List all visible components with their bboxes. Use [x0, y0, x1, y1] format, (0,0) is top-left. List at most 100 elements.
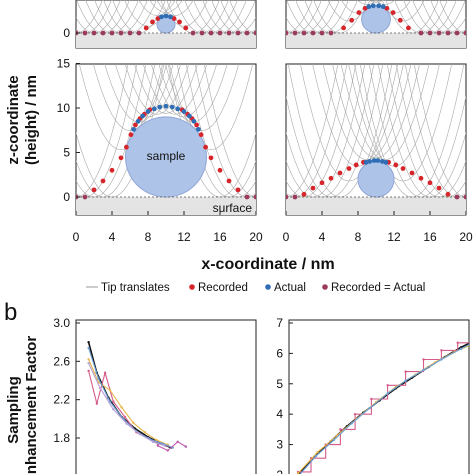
series-point [422, 368, 425, 372]
legend-actual-label: Actual [274, 282, 306, 294]
x-tick-label: 16 [423, 230, 437, 244]
recorded-point [418, 175, 424, 181]
y-tick-label: 2.6 [53, 354, 70, 368]
panel-top-left-main-plot [76, 64, 256, 215]
tip-translate-curve [165, 64, 240, 131]
actual-point [151, 106, 157, 112]
series-point [332, 438, 336, 442]
recorded-point [177, 19, 182, 25]
recorded-equals-actual-point [244, 30, 250, 36]
panel-top-right-upper-plot [286, 0, 466, 48]
actual-point [163, 103, 169, 109]
actual-point [366, 4, 372, 10]
actual-point [159, 14, 164, 20]
panel-bottom-left-plot [87, 340, 188, 452]
tip-translate-curve [79, 64, 163, 151]
recorded-point [445, 191, 451, 197]
tip-translate-curve [368, 64, 466, 198]
x-tick-label: 16 [213, 230, 227, 244]
recorded-equals-actual-point [418, 30, 424, 36]
recorded-point [217, 167, 223, 173]
recorded-equals-actual-point [319, 30, 325, 36]
series-line [298, 342, 469, 473]
recorded-equals-actual-point [292, 30, 298, 36]
legend-equal-swatch [322, 284, 328, 290]
x-tick-label: 12 [177, 230, 191, 244]
recorded-point [91, 187, 97, 193]
actual-point [371, 158, 377, 163]
series-line [88, 359, 169, 446]
series-point [151, 440, 155, 444]
recorded-equals-actual-point [301, 30, 307, 36]
series-point [138, 432, 141, 436]
recorded-point [150, 19, 155, 25]
series-point [422, 358, 425, 361]
x-tick-label: 0 [73, 230, 80, 244]
sample-circle [357, 160, 395, 198]
surface-band [76, 197, 256, 215]
actual-point [145, 109, 151, 114]
y-tick-label: 2 [276, 468, 283, 474]
recorded-point [400, 166, 406, 171]
recorded-equals-actual-point [235, 30, 241, 36]
series-point [95, 402, 99, 405]
y-tick-label: 10 [57, 101, 71, 115]
tip-translate-curve [368, 0, 384, 3]
recorded-point [427, 180, 433, 186]
series-point [353, 412, 357, 416]
recorded-equals-actual-point [253, 30, 256, 36]
tip-translate-curve [124, 0, 172, 27]
recorded-point [341, 25, 346, 31]
recorded-point [100, 178, 106, 184]
series-point [404, 379, 407, 382]
legend-equal-label: Recorded = Actual [331, 282, 425, 294]
recorded-point [406, 25, 411, 31]
x-tick-label: 4 [109, 230, 116, 244]
recorded-point [143, 25, 149, 31]
series-point [112, 400, 115, 403]
series-point [123, 415, 127, 419]
recorded-point [346, 166, 352, 171]
tip-translate-curve [124, 64, 190, 115]
series-point [314, 454, 318, 458]
legend: Tip translates Recorded Actual Recorded … [86, 282, 425, 294]
x-tick-label: 8 [145, 230, 152, 244]
surface-label: surface [213, 201, 253, 215]
series-point [143, 431, 146, 434]
y-tick-label: 3.0 [53, 316, 70, 330]
recorded-point [128, 132, 134, 138]
recorded-point [198, 132, 204, 138]
recorded-equals-actual-point [253, 194, 256, 200]
actual-point [131, 126, 137, 132]
y-tick-label: 5 [276, 377, 283, 391]
series-point [98, 386, 102, 390]
recorded-equals-actual-point [244, 194, 250, 200]
actual-point [380, 4, 386, 10]
y-tick-label: 0 [63, 190, 70, 204]
tip-translate-curve [150, 64, 218, 118]
top-ylabel-line1: z-coordinate [5, 75, 22, 164]
recorded-point [155, 16, 161, 21]
actual-point [376, 3, 382, 9]
actual-point [163, 13, 169, 19]
recorded-equals-actual-point [217, 30, 223, 36]
series-line [157, 441, 187, 452]
y-tick-label: 0 [63, 26, 70, 40]
surface-band [76, 33, 256, 48]
series-point [316, 450, 319, 454]
recorded-point [356, 10, 362, 16]
recorded-point [319, 180, 325, 186]
actual-point [375, 158, 381, 163]
panel-b-label: b [4, 299, 17, 326]
series-point [176, 440, 179, 444]
recorded-point [436, 185, 442, 191]
bottom-ylabel-line2: Enhancement Factor [23, 336, 40, 474]
actual-point [187, 113, 192, 119]
recorded-equals-actual-point [199, 30, 205, 36]
tip-translate-curve [138, 0, 176, 16]
recorded-point [118, 155, 124, 161]
tip-translate-curve [156, 0, 194, 16]
series-point [156, 444, 160, 447]
actual-point [383, 159, 389, 165]
tip-translate-curve [381, 0, 425, 22]
